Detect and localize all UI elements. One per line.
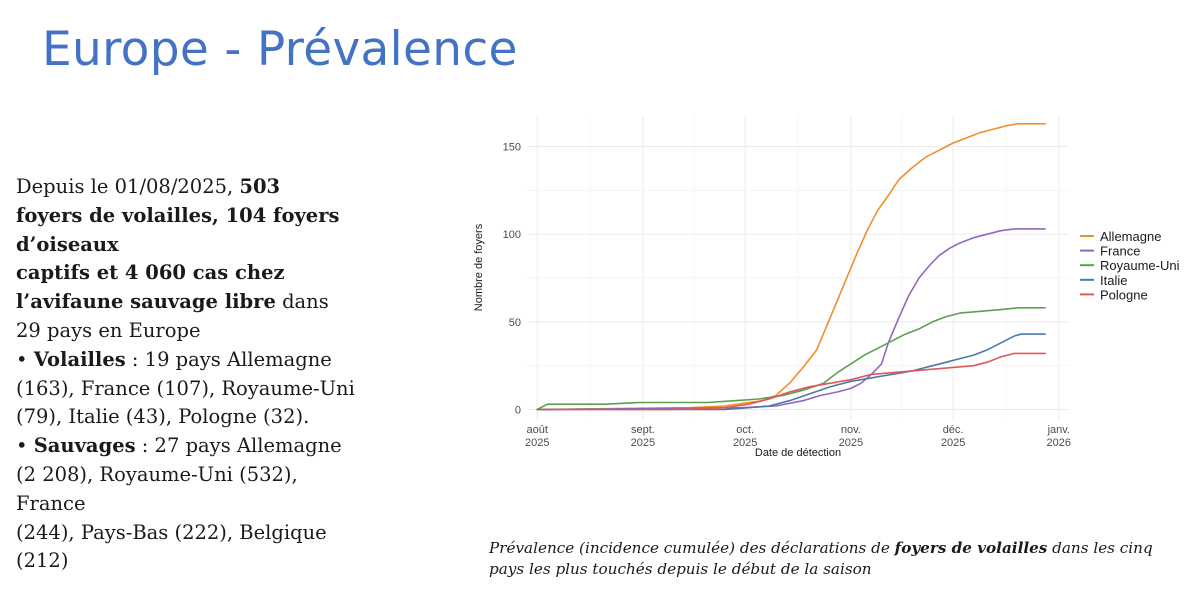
y-tick-label: 0 (515, 404, 521, 416)
x-tick-label-year: 2026 (1047, 437, 1071, 449)
x-tick-label-year: 2025 (941, 437, 965, 449)
sauvages-line-3: France (16, 490, 396, 519)
legend-label-royaume-uni: Royaume-Uni (1100, 258, 1180, 273)
summary-line-1: Depuis le 01/08/2025, 503 (16, 173, 396, 202)
x-axis-title: Date de détection (755, 447, 841, 459)
sauvages-text-e: (212) (16, 549, 69, 573)
caption-bold: foyers de volailles (894, 539, 1048, 557)
sauvages-text-d: (244), Pays-Bas (222), Belgique (16, 520, 327, 544)
sauvages-text-c: France (16, 491, 86, 515)
volailles-text-c: (79), Italie (43), Pologne (32). (16, 405, 310, 429)
summary-pays: 29 pays en Europe (16, 318, 201, 342)
summary-total: 503 (239, 175, 281, 198)
summary-captifs: captifs et 4 060 cas chez (16, 261, 285, 285)
summary-line-3: d’oiseaux (16, 231, 396, 260)
summary-line-5: l’avifaune sauvage libre dans (16, 288, 396, 317)
summary-text: Depuis le 01/08/2025, 503 foyers de vola… (16, 173, 396, 576)
sauvages-label: Sauvages (33, 434, 136, 458)
y-axis-title: Nombre de foyers (473, 223, 485, 311)
summary-foyers: foyers de volailles, 104 foyers (16, 203, 340, 227)
volailles-text-b: (163), France (107), Royaume-Uni (16, 376, 355, 400)
caption-part-2: dans les cinq pays les plus touchés depu… (489, 539, 1153, 578)
x-tick-label-year: 2025 (525, 437, 549, 449)
chart-svg: 050100150août2025sept.2025oct.2025nov.20… (473, 115, 1180, 459)
series-line-pologne (536, 352, 1046, 411)
y-tick-label: 100 (503, 229, 521, 241)
legend-label-france: France (1100, 244, 1140, 259)
summary-line-6: 29 pays en Europe (16, 317, 396, 346)
series-line-france (536, 228, 1046, 411)
legend-label-italie: Italie (1100, 273, 1127, 288)
series-line-royaume-uni (536, 307, 1046, 411)
x-tick-label-year: 2025 (839, 437, 863, 449)
x-tick-label-year: 2025 (631, 437, 655, 449)
x-tick-label-month: déc. (943, 424, 964, 436)
caption-part-1: Prévalence (incidence cumulée) des décla… (489, 539, 895, 557)
summary-oiseaux: d’oiseaux (16, 232, 119, 256)
sauvages-line-4: (244), Pays-Bas (222), Belgique (16, 519, 396, 548)
volailles-text-a: : 19 pays Allemagne (125, 347, 332, 371)
sauvages-text-a: : 27 pays Allemagne (135, 434, 342, 458)
sauvages-text-b: (2 208), Royaume-Uni (532), (16, 462, 298, 486)
volailles-line-3: (79), Italie (43), Pologne (32). (16, 403, 396, 432)
summary-intro: Depuis le 01/08/2025, (16, 175, 240, 198)
x-tick-label-month: sept. (631, 424, 655, 436)
bullet: • (16, 434, 34, 458)
sauvages-line-1: • Sauvages : 27 pays Allemagne (16, 432, 396, 461)
summary-avifaune: l’avifaune sauvage libre (16, 290, 276, 314)
volailles-line-1: • Volailles : 19 pays Allemagne (16, 346, 396, 375)
y-tick-label: 150 (503, 142, 521, 154)
series-line-italie (536, 333, 1046, 411)
slide-title: Europe - Prévalence (42, 22, 518, 77)
volailles-label: Volailles (33, 347, 126, 371)
bullet: • (16, 347, 34, 371)
summary-dans: dans (275, 290, 329, 314)
x-tick-label-month: nov. (841, 424, 861, 436)
legend-label-pologne: Pologne (1100, 287, 1148, 302)
summary-line-2: foyers de volailles, 104 foyers (16, 202, 396, 231)
sauvages-line-2: (2 208), Royaume-Uni (532), (16, 461, 396, 490)
sauvages-line-5: (212) (16, 547, 396, 576)
summary-line-4: captifs et 4 060 cas chez (16, 259, 396, 288)
x-tick-label-month: janv. (1047, 424, 1070, 436)
legend-label-allemagne: Allemagne (1100, 229, 1161, 244)
chart-caption: Prévalence (incidence cumulée) des décla… (489, 538, 1189, 580)
y-tick-label: 50 (509, 317, 521, 329)
prevalence-chart: 0 50 100 150 août 2025 sept. 2025 oct. 2025 nov. 20… (438, 110, 1200, 495)
volailles-line-2: (163), France (107), Royaume-Uni (16, 375, 396, 404)
x-tick-label-month: oct. (736, 424, 754, 436)
x-tick-label-year: 2025 (733, 437, 757, 449)
x-tick-label-month: août (527, 424, 548, 436)
